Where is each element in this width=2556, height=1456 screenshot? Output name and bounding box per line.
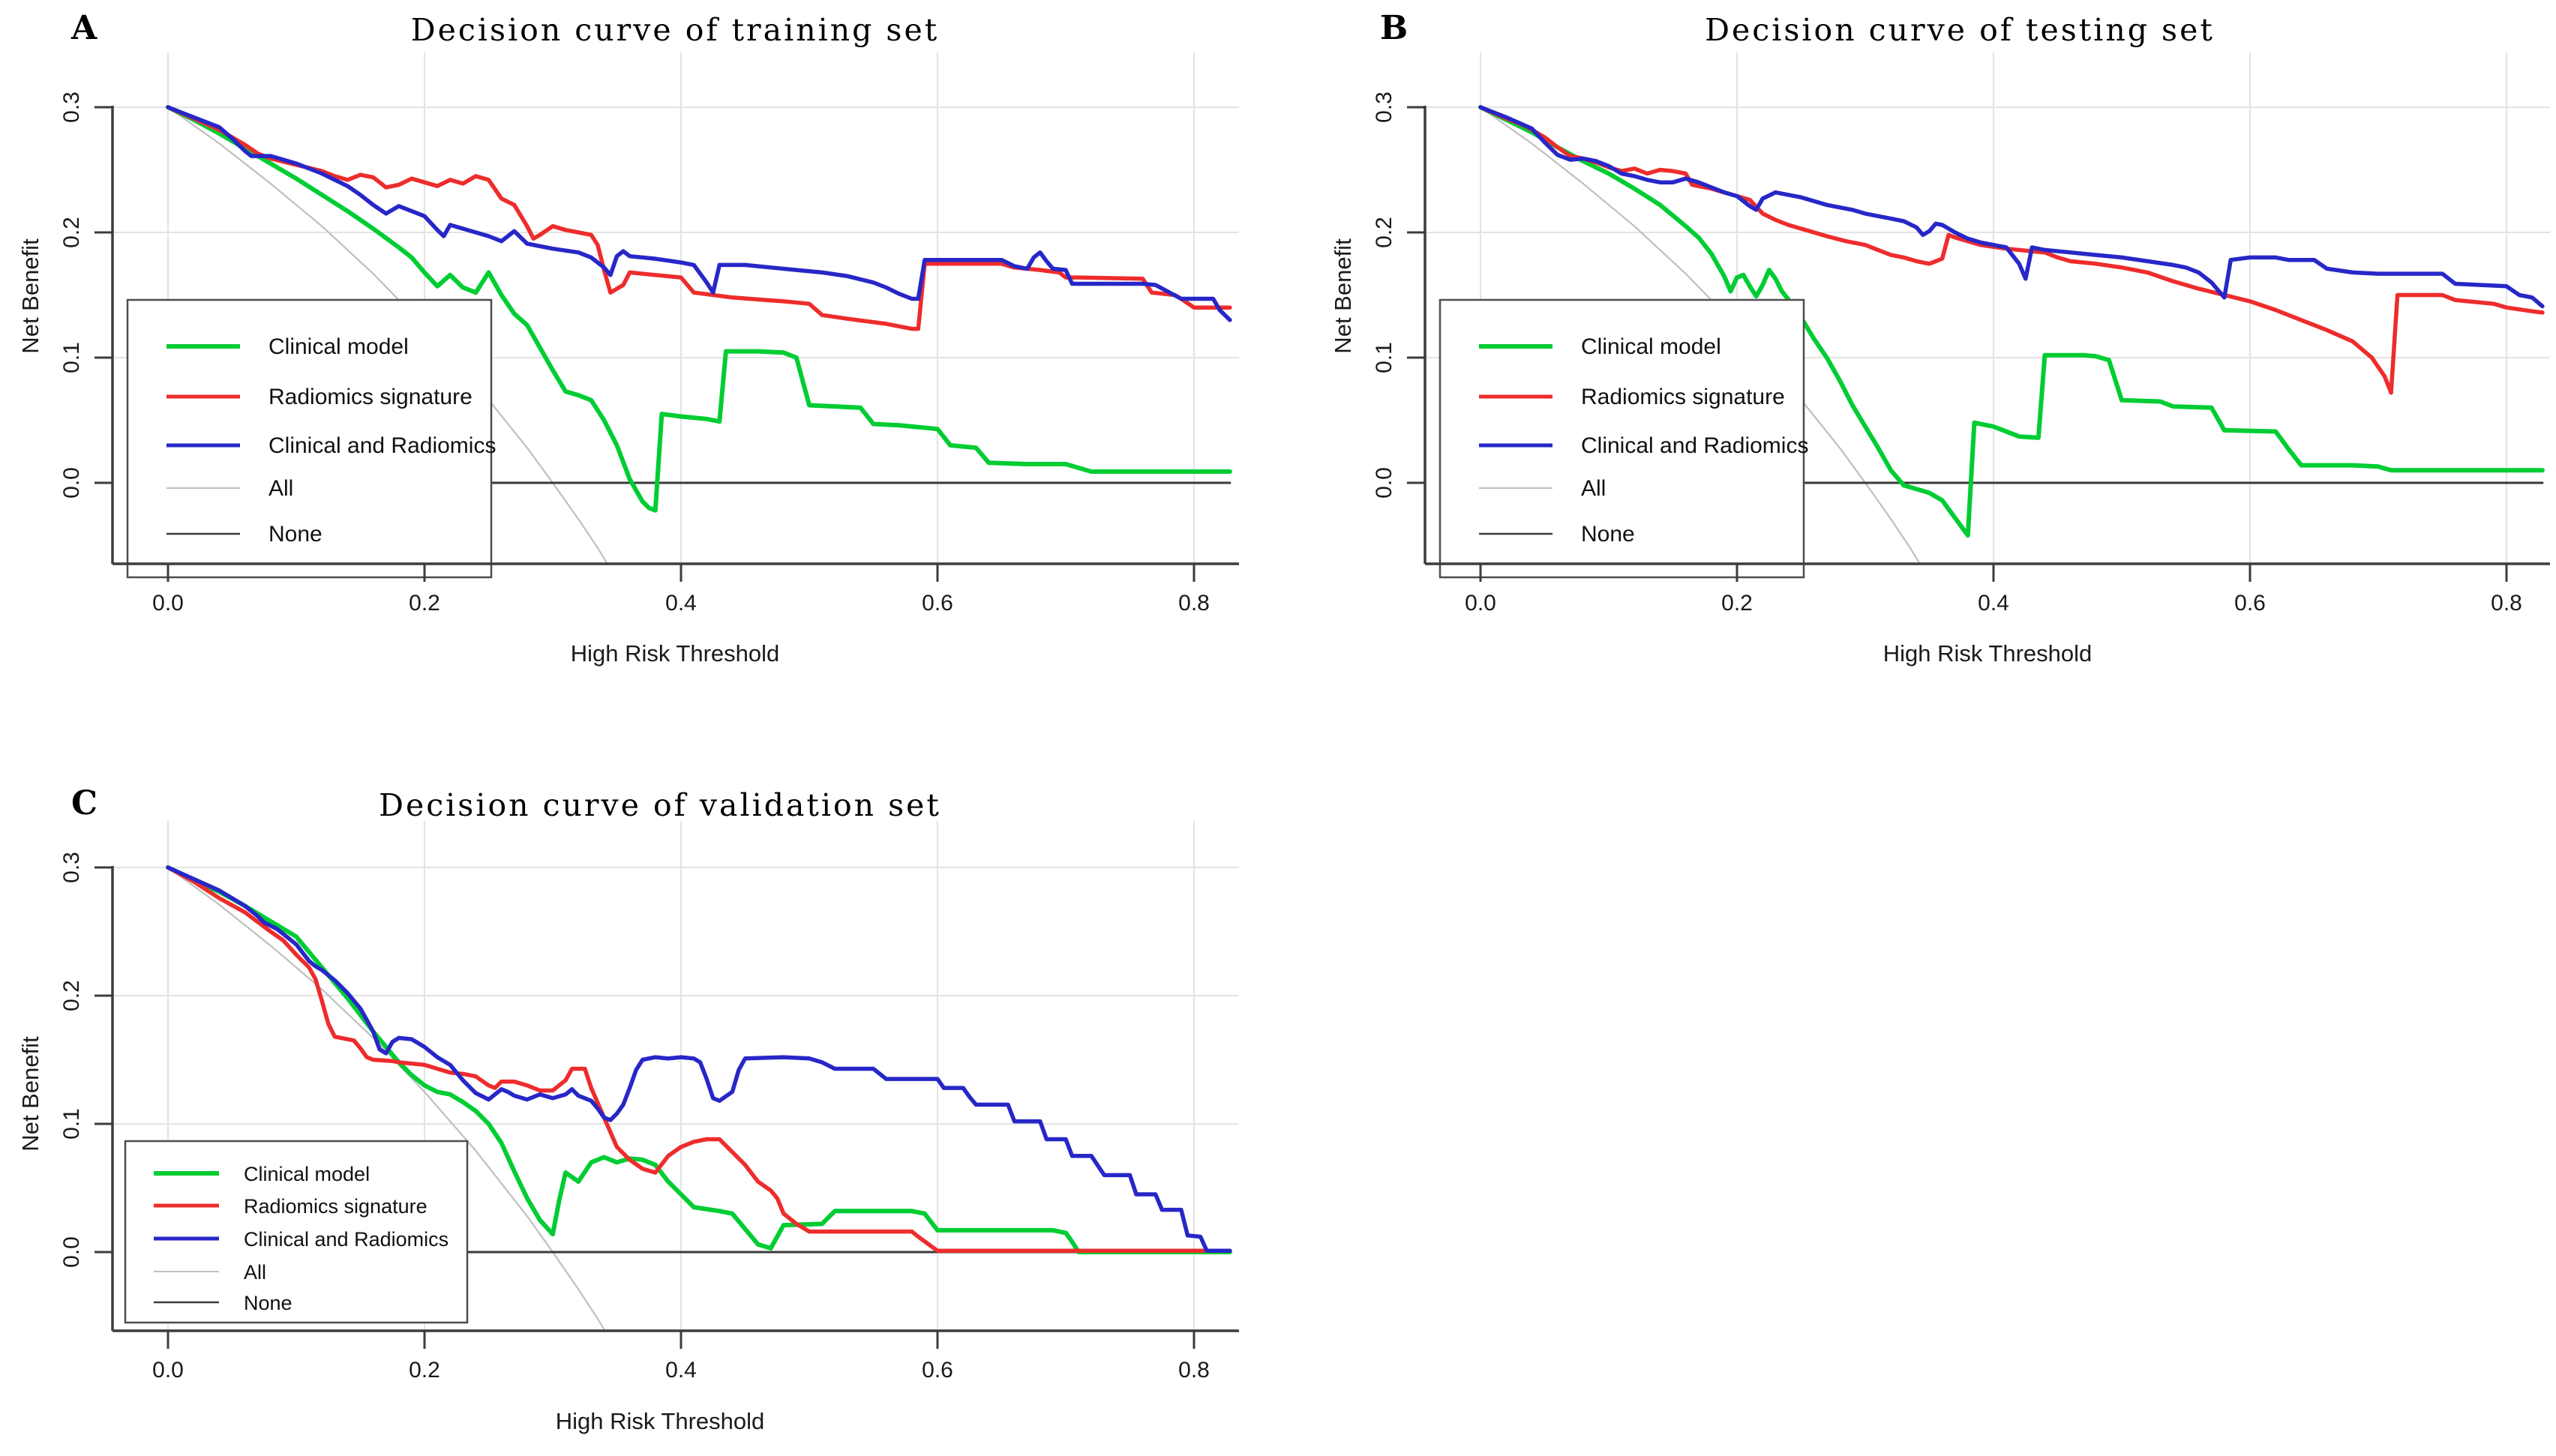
legend: Clinical model Radiomics signature Clinica… bbox=[1438, 298, 1808, 579]
x-tick-label: 0.6 bbox=[922, 591, 953, 616]
x-tick-label: 0.8 bbox=[1178, 1358, 1210, 1383]
x-tick-label: 0.0 bbox=[152, 1358, 184, 1383]
panel-letter-a: A bbox=[71, 9, 98, 47]
decision-curve-panel-a: Clinical model Radiomics signature Clinica… bbox=[59, 52, 1239, 616]
panel-letter-c: C bbox=[71, 784, 98, 822]
x-tick-label: 0.0 bbox=[152, 591, 184, 616]
legend-label: Radiomics signature bbox=[1581, 385, 1785, 409]
y-axis-label-c: Net Benefit bbox=[17, 1036, 44, 1152]
x-axis-label-b: High Risk Threshold bbox=[1882, 640, 2092, 667]
y-tick-label: 0.2 bbox=[59, 217, 84, 248]
legend-label: Radiomics signature bbox=[244, 1195, 428, 1218]
y-axis-label-b: Net Benefit bbox=[1330, 238, 1356, 354]
x-tick-label: 0.8 bbox=[1178, 591, 1210, 616]
y-tick-label: 0.2 bbox=[1372, 217, 1396, 248]
legend-label: None bbox=[268, 522, 322, 547]
radiomics-signature-curve bbox=[166, 865, 1232, 1254]
panel-title-b: Decision curve of testing set bbox=[1705, 12, 2215, 48]
legend-label: All bbox=[268, 476, 293, 501]
x-tick-label: 0.4 bbox=[665, 1358, 697, 1383]
y-axis-label-a: Net Benefit bbox=[17, 238, 44, 354]
axes: 0.0 0.2 0.4 0.6 0.8 0.0 0.1 0.2 0.3 bbox=[59, 852, 1239, 1383]
legend-label: Clinical model bbox=[244, 1163, 370, 1185]
y-tick-label: 0.2 bbox=[59, 980, 84, 1011]
legend-label: Radiomics signature bbox=[268, 385, 472, 409]
radiomics-signature-curve bbox=[166, 105, 1232, 331]
legend: Clinical model Radiomics signature Clinica… bbox=[126, 298, 496, 579]
decision-curve-panel-b: Clinical model Radiomics signature Clinica… bbox=[1372, 52, 2550, 616]
x-tick-label: 0.2 bbox=[409, 1358, 440, 1383]
x-tick-label: 0.6 bbox=[922, 1358, 953, 1383]
legend-label: Clinical and Radiomics bbox=[1581, 433, 1808, 458]
x-tick-label: 0.8 bbox=[2491, 591, 2522, 616]
x-axis-label-c: High Risk Threshold bbox=[555, 1408, 765, 1434]
legend-label: None bbox=[244, 1292, 292, 1314]
clinical-and-radiomics-curve bbox=[166, 105, 1232, 322]
clinical-and-radiomics-curve bbox=[166, 865, 1232, 1254]
clinical-model-curve bbox=[166, 865, 1232, 1254]
y-tick-label: 0.3 bbox=[59, 91, 84, 123]
panel-letter-b: B bbox=[1380, 9, 1408, 47]
x-tick-label: 0.2 bbox=[409, 591, 440, 616]
axes: 0.0 0.2 0.4 0.6 0.8 0.0 0.1 0.2 0.3 bbox=[1372, 91, 2550, 616]
y-tick-label: 0.3 bbox=[1372, 91, 1396, 123]
x-tick-label: 0.4 bbox=[665, 591, 697, 616]
y-tick-label: 0.0 bbox=[59, 1236, 84, 1268]
legend-label: None bbox=[1581, 522, 1635, 547]
curves bbox=[1478, 105, 2545, 564]
x-tick-label: 0.6 bbox=[2234, 591, 2266, 616]
all-curve bbox=[166, 866, 606, 1331]
decision-curve-panel-c: Clinical model Radiomics signature Clinica… bbox=[59, 821, 1239, 1383]
legend: Clinical model Radiomics signature Clinica… bbox=[124, 1140, 469, 1324]
y-tick-label: 0.1 bbox=[59, 1108, 84, 1140]
y-tick-label: 0.1 bbox=[59, 342, 84, 373]
legend-label: Clinical and Radiomics bbox=[244, 1228, 448, 1251]
clinical-and-radiomics-curve bbox=[1478, 105, 2545, 309]
curves bbox=[166, 105, 1232, 564]
y-tick-label: 0.0 bbox=[59, 467, 84, 499]
legend-label: All bbox=[1581, 476, 1606, 501]
legend-label: Clinical model bbox=[1581, 334, 1721, 359]
legend-label: Clinical and Radiomics bbox=[268, 433, 496, 458]
panel-title-a: Decision curve of training set bbox=[410, 12, 940, 48]
panel-title-c: Decision curve of validation set bbox=[379, 787, 941, 823]
axes: 0.0 0.2 0.4 0.6 0.8 0.0 0.1 0.2 0.3 bbox=[59, 91, 1239, 616]
x-axis-label-a: High Risk Threshold bbox=[570, 640, 780, 667]
x-tick-label: 0.2 bbox=[1721, 591, 1753, 616]
x-tick-label: 0.0 bbox=[1465, 591, 1496, 616]
y-tick-label: 0.0 bbox=[1372, 467, 1396, 499]
clinical-model-curve bbox=[1478, 105, 2545, 538]
y-tick-label: 0.3 bbox=[59, 852, 84, 883]
y-tick-label: 0.1 bbox=[1372, 342, 1396, 373]
radiomics-signature-curve bbox=[1478, 105, 2545, 395]
gridlines bbox=[112, 821, 1239, 1331]
x-tick-label: 0.4 bbox=[1978, 591, 2009, 616]
legend-label: All bbox=[244, 1261, 266, 1284]
legend-label: Clinical model bbox=[268, 334, 409, 359]
clinical-model-curve bbox=[166, 105, 1232, 513]
